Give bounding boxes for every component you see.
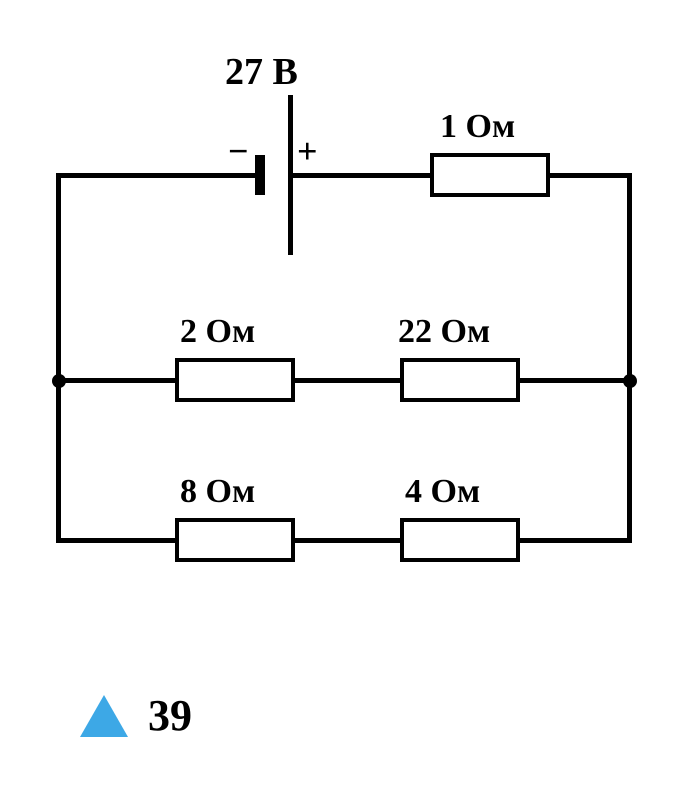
battery-plus: + [297, 130, 318, 172]
wire-left-rail [56, 173, 61, 543]
resistor-r3-label: 22 Ом [398, 313, 490, 351]
node-right [623, 374, 637, 388]
resistor-r2-label: 2 Ом [180, 313, 255, 351]
wire-top-right [548, 173, 632, 178]
resistor-r3 [400, 358, 520, 402]
resistor-r4-label: 8 Ом [180, 473, 255, 511]
battery-minus: − [228, 130, 249, 172]
wire-mid-2 [293, 378, 402, 383]
resistor-r1-label: 1 Ом [440, 108, 515, 146]
triangle-icon [80, 695, 128, 737]
wire-mid-3 [518, 378, 632, 383]
wire-bot-2 [293, 538, 402, 543]
figure-number: 39 [148, 690, 192, 741]
resistor-r5-label: 4 Ом [405, 473, 480, 511]
voltage-label: 27 В [225, 50, 298, 94]
figure-marker: 39 [80, 690, 192, 741]
wire-mid-1 [56, 378, 177, 383]
wire-bot-3 [518, 538, 632, 543]
wire-top-left [56, 173, 257, 178]
node-left [52, 374, 66, 388]
resistor-r4 [175, 518, 295, 562]
resistor-r5 [400, 518, 520, 562]
wire-right-rail [627, 173, 632, 543]
circuit-diagram: 27 В − + 1 Ом 2 Ом 22 Ом 8 Ом 4 Ом 39 [0, 0, 693, 800]
wire-bot-1 [56, 538, 177, 543]
wire-top-mid [291, 173, 432, 178]
resistor-r2 [175, 358, 295, 402]
resistor-r1 [430, 153, 550, 197]
